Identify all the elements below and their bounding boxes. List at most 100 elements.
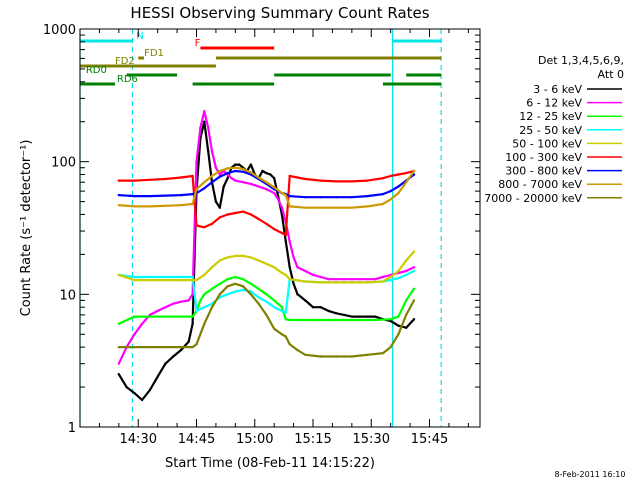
series-0-point-46 xyxy=(350,315,353,318)
series-1-point-15 xyxy=(210,150,214,153)
series-7-point-10 xyxy=(226,167,229,170)
series-0-point-5 xyxy=(156,375,159,378)
series-0-point-43 xyxy=(327,309,330,313)
series-5-point-22 xyxy=(335,180,338,183)
series-1-point-36 xyxy=(327,278,330,281)
series-1-point-25 xyxy=(265,188,268,191)
series-2-point-21 xyxy=(296,318,299,322)
series-6-point-11 xyxy=(234,169,237,173)
series-8-point-29 xyxy=(405,313,408,317)
series-5-point-17 xyxy=(280,231,284,235)
series-5-point-27 xyxy=(397,173,400,176)
series-1-point-28 xyxy=(280,206,284,209)
series-0-point-19 xyxy=(226,177,229,180)
series-6-point-1 xyxy=(133,194,136,198)
series-4-point-19 xyxy=(288,278,291,281)
series-3-point-10 xyxy=(226,293,229,296)
series-0-point-16 xyxy=(214,200,218,203)
series-0-point-28 xyxy=(261,169,264,173)
series-line-7 xyxy=(118,166,415,209)
series-7-point-12 xyxy=(241,167,245,171)
series-2-point-11 xyxy=(226,278,229,281)
series-2-point-1 xyxy=(133,315,136,318)
series-8-point-15 xyxy=(265,313,268,317)
series-1-point-2 xyxy=(133,333,136,336)
series-8-point-27 xyxy=(389,345,392,349)
series-4-point-25 xyxy=(381,280,385,283)
series-8-point-12 xyxy=(241,285,245,288)
series-1-point-30 xyxy=(288,240,291,243)
series-8-point-19 xyxy=(288,343,291,346)
series-0-point-13 xyxy=(203,120,206,123)
series-0-point-21 xyxy=(234,163,237,166)
y-tick-label-0: 1 xyxy=(68,421,76,436)
series-0-point-41 xyxy=(311,306,315,309)
series-2-point-16 xyxy=(265,293,268,296)
series-5-point-2 xyxy=(148,178,152,181)
series-4-point-2 xyxy=(148,278,152,282)
series-2-point-17 xyxy=(273,299,276,302)
series-3-point-3 xyxy=(164,275,167,279)
series-4-point-16 xyxy=(273,266,276,269)
series-8-point-7 xyxy=(203,322,206,325)
series-0-point-54 xyxy=(412,318,416,321)
legend-label-6: 300 - 800 keV xyxy=(505,165,582,178)
series-7-point-13 xyxy=(249,171,253,174)
series-1-point-35 xyxy=(319,275,322,279)
series-5-point-13 xyxy=(249,213,253,216)
series-8-point-14 xyxy=(257,302,260,305)
series-8-point-24 xyxy=(350,355,353,358)
series-7-point-28 xyxy=(405,181,408,184)
series-3-point-2 xyxy=(148,275,152,279)
series-0-point-1 xyxy=(125,385,128,389)
y-tick-label-3: 1000 xyxy=(43,23,76,38)
series-1-point-41 xyxy=(366,278,369,281)
series-7-point-9 xyxy=(218,169,221,173)
series-8-point-6 xyxy=(195,343,198,346)
series-1-point-24 xyxy=(257,185,260,188)
series-3-point-15 xyxy=(265,300,268,303)
series-4-point-14 xyxy=(257,259,260,262)
series-1-point-27 xyxy=(276,198,280,201)
series-1-point-34 xyxy=(311,273,315,277)
series-1-point-4 xyxy=(148,313,152,317)
series-7-point-18 xyxy=(284,193,287,197)
series-3-point-29 xyxy=(412,269,416,273)
series-2-point-22 xyxy=(311,318,315,322)
series-2-point-14 xyxy=(249,282,253,285)
series-2-point-8 xyxy=(203,293,206,296)
series-5-point-28 xyxy=(405,171,408,175)
series-8-point-0 xyxy=(117,345,121,349)
x-tick-label-5: 15:45 xyxy=(411,432,448,447)
series-5-point-10 xyxy=(226,213,229,216)
series-8-point-17 xyxy=(280,333,284,336)
series-7-point-19 xyxy=(288,205,291,208)
series-3-point-7 xyxy=(203,306,206,309)
series-1-point-6 xyxy=(164,306,167,309)
flags-layer: N F FD1 FD2 RD0 RD6 xyxy=(80,31,442,86)
series-0-point-8 xyxy=(179,348,183,352)
series-8-point-20 xyxy=(296,348,299,352)
x-axis-label: Start Time (08-Feb-11 14:15:22) xyxy=(165,456,375,471)
series-0-point-52 xyxy=(397,324,400,327)
series-5-point-5 xyxy=(191,174,194,178)
series-6-point-23 xyxy=(350,196,353,199)
series-0-point-9 xyxy=(187,340,190,343)
series-7-point-11 xyxy=(234,166,237,169)
series-1-point-11 xyxy=(195,160,198,163)
series-5-point-18 xyxy=(284,233,287,237)
series-1-point-22 xyxy=(241,181,245,184)
series-1-point-21 xyxy=(234,179,237,182)
series-2-point-15 xyxy=(257,287,260,290)
series-1-point-33 xyxy=(304,269,307,273)
series-1-point-40 xyxy=(358,278,361,281)
series-8-point-25 xyxy=(366,353,369,356)
series-1-point-43 xyxy=(381,275,385,279)
series-1-point-47 xyxy=(412,266,416,269)
series-8-point-28 xyxy=(397,333,400,336)
series-1-point-23 xyxy=(249,182,253,186)
series-2-point-2 xyxy=(148,315,152,318)
series-3-point-6 xyxy=(195,309,198,313)
series-6-point-9 xyxy=(218,175,221,178)
plot-timestamp: 8-Feb-2011 16:10 xyxy=(555,470,626,479)
